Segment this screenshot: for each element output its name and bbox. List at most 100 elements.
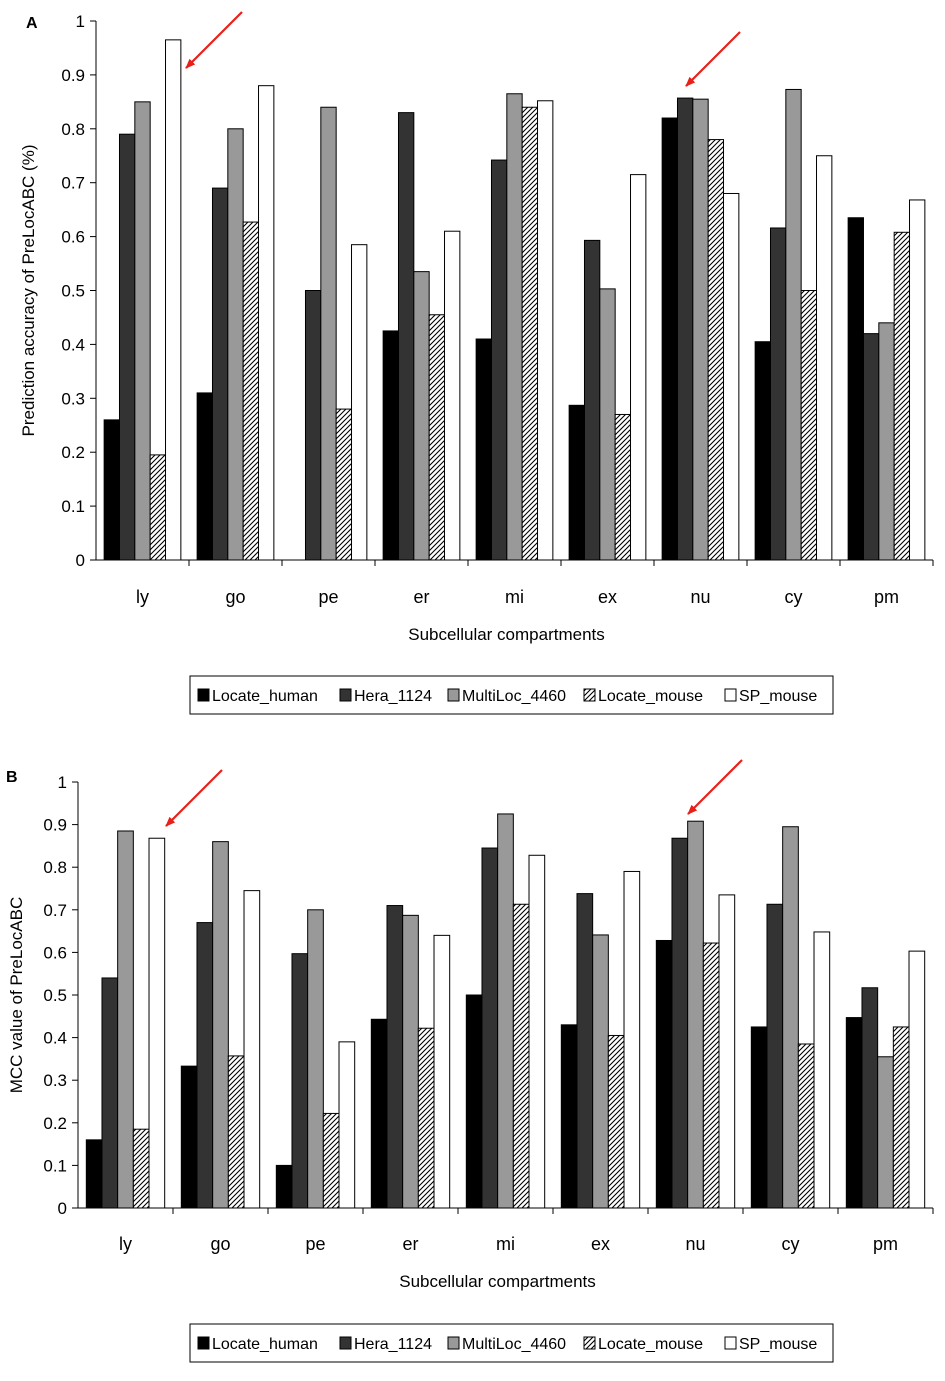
y-tick-label: 0.4 <box>61 335 85 354</box>
bar-Locate_human-nu <box>661 117 678 561</box>
bar-SP_mouse-er <box>433 934 451 1209</box>
y-axis-title: Prediction accuracy of PreLocABC (%) <box>19 145 38 437</box>
bar-MultiLoc_4460-ex <box>599 288 616 561</box>
bar-Hera_1124-er <box>386 905 404 1209</box>
legend: Locate_human Hera_1124 MultiLoc_4460 Locate… <box>189 675 834 715</box>
bar-Locate_mouse-mi <box>512 903 530 1209</box>
x-tick-label: pe <box>305 1234 325 1254</box>
bar-Locate_mouse-pm <box>892 1026 910 1209</box>
annotation-arrow-nu <box>687 759 743 815</box>
bar-Locate_mouse-cy <box>800 290 818 561</box>
bar-Locate_human-ex <box>560 1024 578 1209</box>
bar-MultiLoc_4460-go <box>227 128 244 561</box>
bar-SP_mouse-go <box>243 890 261 1209</box>
bar-Hera_1124-nu <box>676 97 694 561</box>
y-tick-label: 0.9 <box>61 66 85 85</box>
bar-SP_mouse-mi <box>537 100 554 561</box>
bar-Hera_1124-mi <box>490 159 508 561</box>
bar-Hera_1124-cy <box>769 227 787 561</box>
bar-MultiLoc_4460-er <box>413 271 430 561</box>
x-tick-label: nu <box>685 1234 705 1254</box>
y-tick-label: 0.4 <box>43 1029 67 1048</box>
y-tick-label: 0.2 <box>61 443 85 462</box>
legend-label-SP_mouse: SP_mouse <box>739 688 817 705</box>
bar-Hera_1124-ex <box>576 893 594 1209</box>
x-tick-label: go <box>225 587 245 607</box>
bar-Locate_human-cy <box>750 1026 768 1209</box>
bar-Locate_mouse-go <box>227 1055 245 1209</box>
bar-SP_mouse-er <box>444 230 461 561</box>
bar-Hera_1124-pe <box>304 290 322 561</box>
bar-SP_mouse-pe <box>351 244 368 561</box>
y-tick-label: 0.5 <box>61 282 85 301</box>
bar-Hera_1124-ex <box>583 239 601 561</box>
bar-Locate_human-ly <box>85 1139 103 1209</box>
bar-Hera_1124-nu <box>671 837 689 1209</box>
legend: Locate_human Hera_1124 MultiLoc_4460 Locate… <box>189 1323 834 1363</box>
y-tick-label: 0.8 <box>43 858 67 877</box>
x-axis-title: Subcellular compartments <box>408 625 605 644</box>
legend-label-Locate_mouse: Locate_mouse <box>598 688 703 705</box>
y-tick-label: 1 <box>76 12 85 31</box>
annotation-arrow-ly <box>165 769 223 827</box>
legend-swatch-SP_mouse <box>724 1336 737 1350</box>
bar-Hera_1124-go <box>196 922 214 1209</box>
y-tick-label: 0.1 <box>61 497 85 516</box>
bar-Hera_1124-pm <box>862 333 880 561</box>
bar-Locate_human-nu <box>655 939 673 1209</box>
y-tick-label: 1 <box>58 773 67 792</box>
x-tick-label: mi <box>505 587 524 607</box>
bar-Hera_1124-cy <box>766 903 784 1209</box>
bar-MultiLoc_4460-ly <box>117 830 134 1209</box>
legend-swatch-MultiLoc_4460 <box>447 1336 460 1350</box>
y-tick-label: 0 <box>58 1199 67 1218</box>
x-tick-label: ex <box>598 587 617 607</box>
bar-MultiLoc_4460-pm <box>877 1056 894 1209</box>
bar-Hera_1124-go <box>211 187 229 561</box>
x-tick-label: er <box>402 1234 418 1254</box>
bar-Locate_mouse-nu <box>707 139 725 561</box>
bar-Hera_1124-pm <box>861 987 879 1209</box>
annotation-arrow-ly <box>185 11 243 69</box>
bar-MultiLoc_4460-go <box>212 841 229 1209</box>
bar-Locate_human-er <box>382 330 399 561</box>
bar-Locate_human-ex <box>568 404 585 561</box>
x-tick-label: pm <box>874 587 899 607</box>
bar-Hera_1124-mi <box>481 847 499 1209</box>
legend-swatch-MultiLoc_4460 <box>447 688 460 702</box>
bar-Locate_mouse-pm <box>893 231 911 561</box>
legend-label-Hera_1124: Hera_1124 <box>354 688 432 705</box>
y-tick-label: 0.8 <box>61 120 85 139</box>
y-tick-label: 0.6 <box>43 943 67 962</box>
bar-Locate_mouse-pe <box>322 1112 340 1209</box>
legend-swatch-Locate_mouse <box>583 688 596 702</box>
x-tick-label: er <box>413 587 429 607</box>
y-tick-label: 0.5 <box>43 986 67 1005</box>
bar-Locate_human-go <box>196 392 213 561</box>
bar-Locate_mouse-go <box>242 221 260 561</box>
annotation-arrow-nu <box>685 31 741 87</box>
x-tick-label: cy <box>782 1234 800 1254</box>
legend-swatch-Hera_1124 <box>339 688 352 702</box>
bar-Locate_mouse-cy <box>797 1043 815 1209</box>
bar-SP_mouse-nu <box>723 192 740 561</box>
x-tick-label: ex <box>591 1234 610 1254</box>
y-tick-label: 0.7 <box>43 901 67 920</box>
x-tick-label: cy <box>785 587 803 607</box>
legend-label-SP_mouse: SP_mouse <box>739 1336 817 1353</box>
bar-Locate_mouse-ly <box>132 1128 150 1209</box>
y-axis-title: MCC value of PreLocABC <box>7 897 26 1094</box>
chart-panel-A: A 0 0.1 0.2 0.3 0.4 0.5 0.6 0.7 0.8 0.9 1 Prediction… <box>19 11 934 715</box>
bar-MultiLoc_4460-pe <box>320 106 337 561</box>
panel-label: A <box>26 15 38 32</box>
bar-MultiLoc_4460-ex <box>592 934 609 1209</box>
legend-swatch-Locate_human <box>197 1336 210 1350</box>
bar-MultiLoc_4460-mi <box>506 93 523 561</box>
y-tick-label: 0.7 <box>61 174 85 193</box>
bar-MultiLoc_4460-er <box>402 914 419 1209</box>
bar-MultiLoc_4460-nu <box>692 98 709 561</box>
legend-label-Locate_mouse: Locate_mouse <box>598 1336 703 1353</box>
bar-SP_mouse-cy <box>813 931 831 1209</box>
y-tick-label: 0.3 <box>43 1071 67 1090</box>
